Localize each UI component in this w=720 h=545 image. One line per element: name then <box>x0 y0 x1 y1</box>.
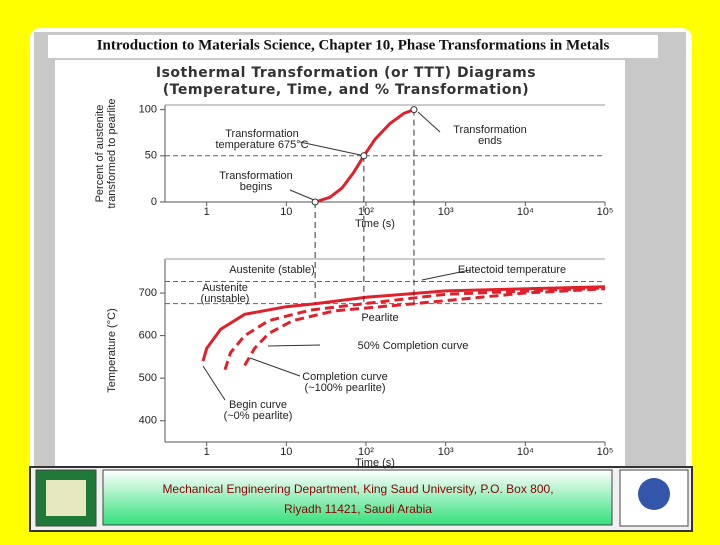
leader-arrow <box>417 111 441 133</box>
leader-arrow <box>289 189 315 201</box>
leader-arrow <box>267 344 321 347</box>
y-tick-label: 600 <box>139 330 157 342</box>
footer-text: Riyadh 11421, Saudi Arabia <box>284 502 432 516</box>
curve <box>243 287 606 367</box>
annotation: Eutectoid temperature <box>458 264 566 276</box>
header-box <box>48 35 658 58</box>
data-point <box>410 106 418 114</box>
y-tick-label: 0 <box>151 196 157 208</box>
x-tick-label: 10² <box>358 446 374 458</box>
annotation: 50% Completion curve <box>358 340 469 352</box>
x-tick-label: 10⁵ <box>597 446 614 458</box>
annotation: Transformation <box>225 128 299 140</box>
data-point <box>360 152 368 160</box>
annotation: (~100% pearlite) <box>304 382 385 394</box>
figure-panel <box>55 60 625 466</box>
annotation: ends <box>478 135 502 147</box>
x-tick-label: 10 <box>280 206 292 218</box>
x-tick-label: 10³ <box>438 206 454 218</box>
figure-title: (Temperature, Time, and % Transformation… <box>163 82 529 98</box>
curve <box>201 285 606 362</box>
x-tick-label: 1 <box>204 446 210 458</box>
footer-text: Mechanical Engineering Department, King … <box>162 482 553 496</box>
annotation: Completion curve <box>302 371 388 383</box>
annotation: (unstable) <box>201 293 250 305</box>
annotation: Austenite <box>202 282 248 294</box>
annotation: Transformation <box>453 124 527 136</box>
x-tick-label: 10⁴ <box>517 446 534 458</box>
annotation: Begin curve <box>229 399 287 411</box>
x-tick-label: 1 <box>204 206 210 218</box>
leader-arrow <box>249 357 301 377</box>
annotation: Pearlite <box>361 312 398 324</box>
y-axis-label: transformed to pearlite <box>106 98 118 208</box>
figure-title: Isothermal Transformation (or TTT) Diagr… <box>156 65 536 81</box>
y-tick-label: 400 <box>139 415 157 427</box>
department-logo-mark <box>638 478 670 510</box>
footer-box <box>102 469 613 526</box>
header: Introduction to Materials Science, Chapt… <box>97 37 610 53</box>
leader-arrow <box>299 141 366 157</box>
x-tick-label: 10 <box>280 446 292 458</box>
annotation: (~0% pearlite) <box>224 410 293 422</box>
y-tick-label: 50 <box>145 150 157 162</box>
annotation: Austenite (stable) <box>229 264 315 276</box>
y-axis-label: Temperature (°C) <box>106 308 118 392</box>
leader-arrow <box>202 365 226 401</box>
x-tick-label: 10⁴ <box>517 206 534 218</box>
data-point <box>311 198 319 206</box>
curve <box>223 286 606 371</box>
x-tick-label: 10⁵ <box>597 206 614 218</box>
x-axis-label: Time (s) <box>355 457 395 469</box>
y-tick-label: 500 <box>139 372 157 384</box>
y-axis-label: Percent of austenite <box>94 105 106 203</box>
leader-arrow <box>421 269 471 281</box>
university-logo-inner <box>46 480 86 516</box>
x-axis-label: Time (s) <box>355 218 395 230</box>
y-tick-label: 100 <box>139 104 157 116</box>
y-tick-label: 700 <box>139 287 157 299</box>
x-tick-label: 10³ <box>438 446 454 458</box>
annotation: Transformation <box>219 170 293 182</box>
annotation: temperature 675°C <box>215 139 308 151</box>
annotation: begins <box>240 181 273 193</box>
x-tick-label: 10² <box>358 206 374 218</box>
